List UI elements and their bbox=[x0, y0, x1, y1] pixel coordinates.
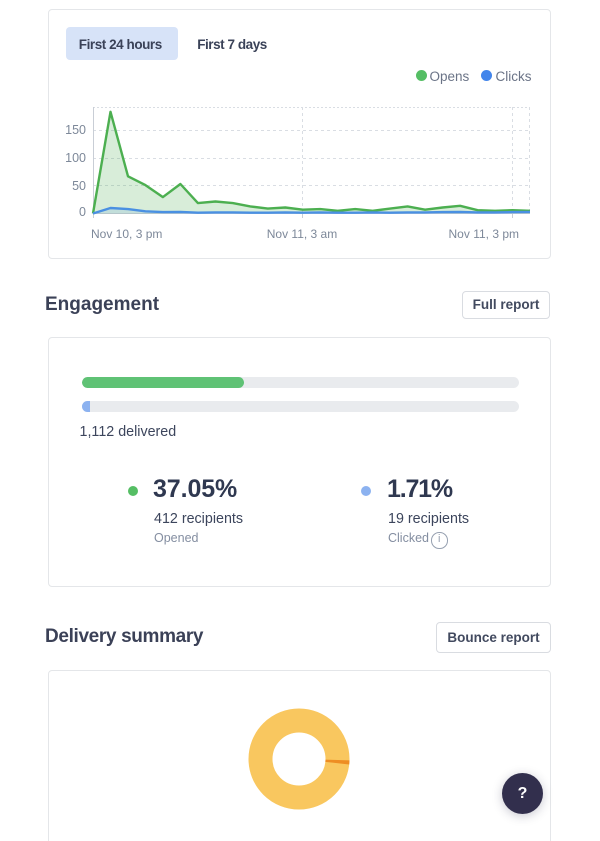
svg-text:100: 100 bbox=[65, 151, 86, 165]
svg-text:0: 0 bbox=[79, 205, 86, 219]
svg-text:Nov 10, 3 pm: Nov 10, 3 pm bbox=[91, 227, 162, 241]
svg-text:50: 50 bbox=[72, 179, 86, 193]
svg-text:Nov 11, 3 pm: Nov 11, 3 pm bbox=[449, 227, 519, 241]
svg-text:Nov 11, 3 am: Nov 11, 3 am bbox=[267, 227, 337, 241]
svg-text:150: 150 bbox=[65, 123, 86, 137]
